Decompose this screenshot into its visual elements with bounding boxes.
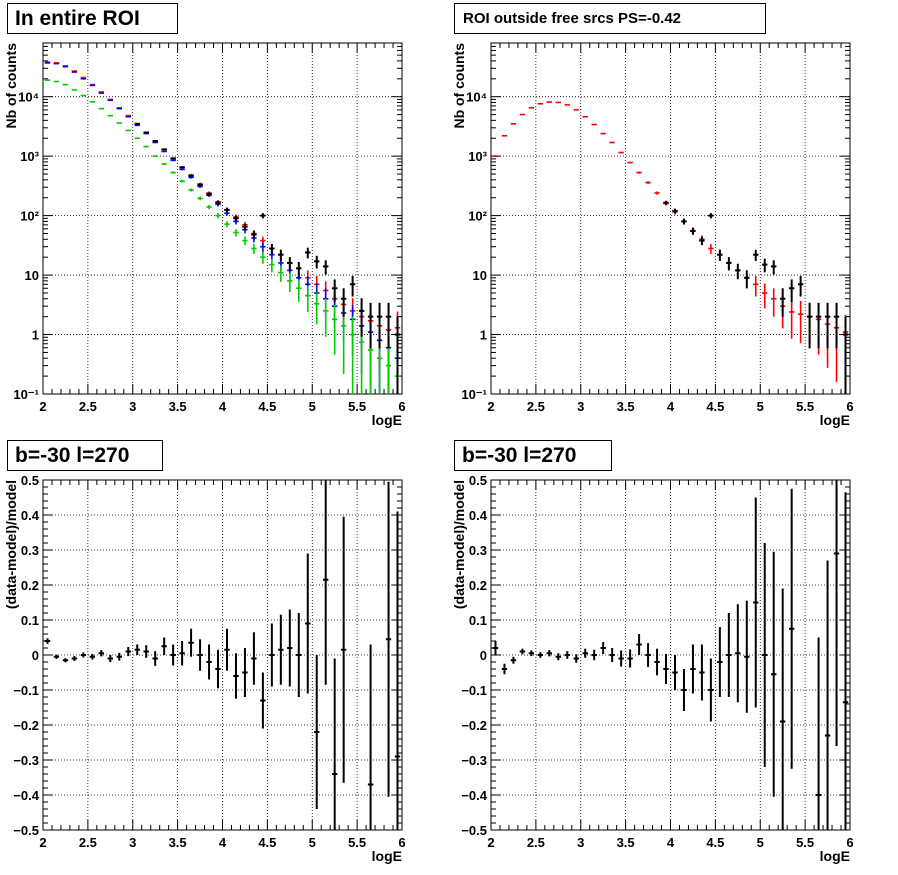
y-tick-label: −0.5: [13, 823, 39, 838]
series-2: [663, 200, 849, 394]
x-axis-title: logE: [820, 412, 850, 428]
x-tick-label: 5: [757, 835, 764, 850]
y-tick-label: 0.3: [21, 543, 39, 558]
series-1: [492, 480, 849, 830]
x-tick-label: 2.5: [527, 835, 545, 850]
series-1: [44, 480, 401, 830]
panel-title-2: ROI outside free srcs PS=-0.42: [454, 3, 766, 34]
y-tick-label: −0.1: [13, 683, 39, 698]
series-3: [44, 79, 401, 394]
y-tick-label: 0.4: [469, 508, 488, 523]
x-axis-title: logE: [820, 848, 850, 864]
panel-title-1: In entire ROI: [7, 3, 178, 34]
x-tick-label: 5.5: [348, 399, 366, 414]
y-tick-label: 0.2: [469, 578, 487, 593]
y-axis-title: Nb of counts: [3, 43, 19, 129]
y-tick-label: −0.3: [461, 753, 487, 768]
plot-frame: [490, 42, 851, 395]
y-tick-label: 10³: [20, 149, 39, 164]
x-tick-label: 3: [577, 835, 584, 850]
y-tick-label: 0.2: [21, 578, 39, 593]
plot-frame: [42, 42, 403, 395]
y-tick-label: 0: [480, 648, 487, 663]
y-tick-label: 10⁻¹: [13, 387, 39, 402]
y-tick-label: −0.4: [461, 788, 487, 803]
y-tick-label: −0.2: [461, 718, 487, 733]
x-axis-title: logE: [372, 848, 402, 864]
x-tick-label: 2: [39, 835, 46, 850]
y-tick-label: 0.5: [21, 473, 39, 488]
y-tick-label: 0.1: [469, 613, 487, 628]
plot-panel-3: 2 2.5 3 3.5 4 4.5 5 5.5 6 −0.5 −0.4 −0.3 −0.2 −0.1 0 0.…: [3, 473, 406, 864]
x-tick-label: 2.5: [79, 835, 97, 850]
panel-title-3: b=-30 l=270: [7, 440, 163, 471]
x-tick-label: 4: [219, 835, 227, 850]
x-tick-label: 5: [757, 399, 764, 414]
plot-panel-2: 2 2.5 3 3.5 4 4.5 5 5.5 6 10⁻¹ 1 10 10² 10³ 10⁴ logE Nb …: [451, 42, 854, 428]
x-tick-label: 3.5: [617, 399, 635, 414]
y-tick-label: 0.4: [21, 508, 40, 523]
y-tick-label: 0.5: [469, 473, 487, 488]
x-tick-label: 2: [487, 399, 494, 414]
x-tick-label: 4: [667, 399, 675, 414]
y-tick-label: 0: [32, 648, 39, 663]
y-tick-label: −0.4: [13, 788, 39, 803]
y-tick-label: 10⁴: [18, 90, 39, 105]
x-tick-label: 2: [487, 835, 494, 850]
x-tick-label: 2.5: [79, 399, 97, 414]
y-tick-label: 1: [32, 328, 39, 343]
y-tick-label: −0.3: [13, 753, 39, 768]
x-tick-label: 4.5: [258, 835, 276, 850]
x-tick-label: 4.5: [258, 399, 276, 414]
y-tick-label: 10²: [468, 209, 487, 224]
x-tick-label: 5.5: [796, 399, 814, 414]
y-tick-label: 0.3: [469, 543, 487, 558]
x-tick-label: 4: [667, 835, 675, 850]
x-tick-label: 5.5: [348, 835, 366, 850]
plot-panel-1: 2 2.5 3 3.5 4 4.5 5 5.5 6 10⁻¹ 1 10 10² 10³ 10⁴ logE Nb …: [3, 42, 406, 428]
y-tick-label: −0.1: [461, 683, 487, 698]
x-tick-label: 4.5: [706, 399, 724, 414]
y-tick-label: 10⁻¹: [461, 387, 487, 402]
x-tick-label: 6: [846, 835, 853, 850]
x-tick-label: 4.5: [706, 835, 724, 850]
y-tick-label: 0.1: [21, 613, 39, 628]
x-tick-label: 2.5: [527, 399, 545, 414]
x-tick-label: 3.5: [617, 835, 635, 850]
panel-title-4: b=-30 l=270: [454, 440, 612, 471]
x-tick-label: 3.5: [169, 835, 187, 850]
y-tick-label: 10²: [20, 209, 39, 224]
y-axis-title: Nb of counts: [451, 43, 467, 129]
x-tick-label: 3: [577, 399, 584, 414]
x-tick-label: 3: [129, 399, 136, 414]
x-tick-label: 6: [846, 399, 853, 414]
y-tick-label: −0.2: [13, 718, 39, 733]
plot-panel-4: 2 2.5 3 3.5 4 4.5 5 5.5 6 −0.5 −0.4 −0.3 −0.2 −0.1 0 0.…: [451, 473, 854, 864]
y-axis-title: (data-model)/model: [3, 480, 19, 609]
y-tick-label: 1: [480, 328, 487, 343]
x-tick-label: 3.5: [169, 399, 187, 414]
x-tick-label: 5: [309, 399, 316, 414]
y-tick-label: 10: [473, 268, 487, 283]
y-tick-label: −0.5: [461, 823, 487, 838]
x-tick-label: 3: [129, 835, 136, 850]
x-tick-label: 4: [219, 399, 227, 414]
x-tick-label: 5.5: [796, 835, 814, 850]
y-tick-label: 10: [25, 268, 39, 283]
series-4: [134, 122, 401, 394]
x-tick-label: 6: [398, 835, 405, 850]
y-tick-label: 10⁴: [466, 90, 487, 105]
x-axis-title: logE: [372, 412, 402, 428]
x-tick-label: 6: [398, 399, 405, 414]
x-tick-label: 2: [39, 399, 46, 414]
y-tick-label: 10³: [468, 149, 487, 164]
y-axis-title: (data-model)/model: [451, 480, 467, 609]
x-tick-label: 5: [309, 835, 316, 850]
